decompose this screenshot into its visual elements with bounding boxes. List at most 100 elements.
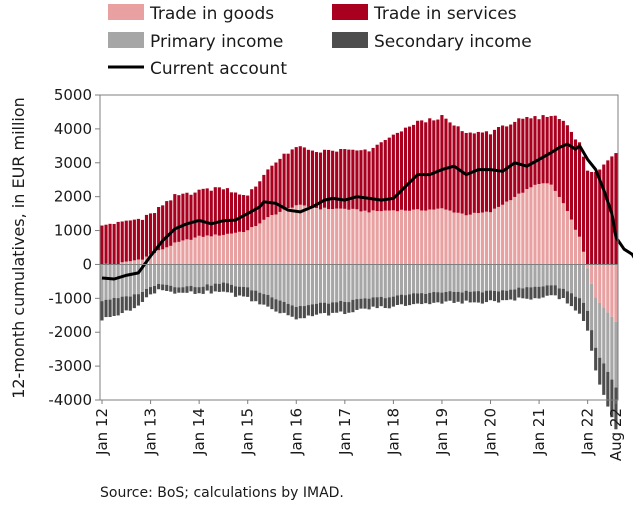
bar-services (100, 225, 104, 265)
bar-goods (594, 264, 598, 298)
bar-services (598, 169, 602, 265)
bar-secondary (420, 293, 424, 305)
bar-primary (242, 264, 246, 287)
bar-secondary (124, 296, 128, 311)
bar-goods (331, 209, 335, 265)
bar-goods (181, 240, 185, 265)
bar-secondary (270, 297, 274, 310)
bar-primary (294, 264, 298, 308)
bar-secondary (213, 283, 217, 292)
bar-goods (359, 211, 363, 265)
bar-services (529, 118, 533, 188)
plot-border (99, 94, 619, 401)
bar-services (193, 192, 197, 238)
bar-secondary (586, 310, 590, 331)
bar-goods (509, 200, 513, 265)
bar-goods (525, 189, 529, 265)
bar-primary (197, 264, 201, 288)
bar-services (140, 219, 145, 260)
bar-secondary (193, 287, 197, 294)
bar-secondary (359, 298, 363, 309)
bar-primary (286, 264, 290, 304)
x-tick-label: Jan 15 (239, 408, 257, 456)
bar-primary (436, 264, 440, 293)
bar-secondary (432, 292, 436, 303)
bar-primary (399, 264, 404, 295)
bar-goods (201, 236, 205, 265)
bar-goods (185, 239, 189, 265)
bar-goods (448, 210, 452, 265)
bar-primary (262, 264, 266, 295)
bar-goods (533, 184, 537, 265)
bar-primary (201, 264, 205, 287)
bar-secondary (339, 300, 343, 312)
bar-services (573, 139, 578, 230)
bar-goods (371, 210, 375, 265)
bar-secondary (484, 290, 489, 303)
bar-secondary (201, 286, 205, 294)
bar-primary (225, 264, 230, 284)
bar-goods (363, 210, 367, 265)
bar-services (476, 131, 480, 214)
bar-primary (335, 264, 339, 303)
bar-secondary (153, 285, 157, 294)
bar-secondary (116, 298, 120, 316)
bar-services (452, 125, 456, 213)
bar-primary (221, 264, 225, 283)
current-account-line (101, 142, 633, 281)
bar-primary (480, 264, 484, 293)
bar-services (351, 149, 355, 209)
bar-primary (112, 264, 116, 298)
bar-services (521, 118, 525, 193)
bar-goods (294, 205, 298, 265)
bar-goods (189, 239, 193, 265)
bar-secondary (581, 302, 586, 321)
bar-secondary (577, 298, 582, 314)
bar-goods (573, 229, 578, 265)
bar-goods (537, 183, 541, 265)
bar-goods (136, 259, 140, 265)
bar-services (383, 140, 387, 211)
bar-secondary (112, 297, 116, 316)
bar-primary (359, 264, 363, 299)
bar-secondary (436, 292, 440, 303)
bar-primary (314, 264, 319, 304)
bar-secondary (476, 291, 480, 303)
bar-primary (573, 264, 578, 297)
bar-secondary (294, 307, 298, 320)
bar-services (594, 171, 598, 265)
bar-services (391, 134, 395, 211)
bar-primary (258, 264, 262, 293)
bar-secondary (266, 294, 270, 307)
bar-services (161, 205, 165, 250)
bar-goods (298, 204, 302, 265)
bar-goods (513, 196, 517, 265)
bar-primary (387, 264, 391, 298)
bar-services (104, 224, 108, 264)
bar-secondary (258, 292, 262, 305)
bar-primary (614, 321, 618, 388)
bar-services (590, 171, 594, 265)
bar-goods (496, 206, 501, 265)
bar-goods (403, 210, 408, 265)
bar-secondary (331, 302, 335, 313)
bar-services (314, 152, 319, 208)
bar-secondary (132, 294, 136, 309)
bar-services (509, 124, 513, 201)
bar-services (367, 151, 371, 213)
bar-primary (391, 264, 395, 297)
bar-primary (128, 264, 132, 297)
y-tick-label: 4000 (54, 120, 92, 138)
bar-goods (262, 219, 266, 265)
bar-services (148, 213, 153, 255)
bar-primary (464, 264, 468, 291)
legend-label-services: Trade in services (373, 4, 517, 24)
bar-secondary (525, 287, 529, 299)
bar-secondary (205, 284, 209, 291)
bar-primary (169, 264, 173, 286)
bar-secondary (185, 286, 189, 293)
bar-services (371, 147, 375, 211)
bar-goods (412, 209, 416, 265)
bar-primary (120, 264, 124, 297)
bar-services (298, 146, 302, 205)
